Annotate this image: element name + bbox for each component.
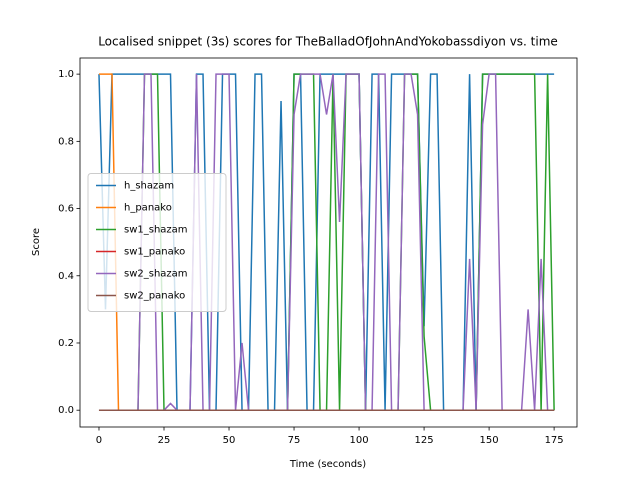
x-axis-label: Time (seconds) [289,459,366,470]
y-tick-label: 1.0 [58,69,74,80]
legend-label: sw1_shazam [124,225,188,236]
x-tick-label: 100 [350,435,369,446]
y-tick-label: 0.2 [58,338,74,349]
legend-box [87,173,227,312]
x-tick-label: 50 [223,435,236,446]
y-tick-label: 0.4 [58,271,74,282]
legend-label: h_panako [124,203,172,214]
legend-label: sw2_panako [124,291,185,302]
x-tick-label: 0 [96,435,102,446]
y-tick-label: 0.0 [58,405,74,416]
x-tick-label: 175 [545,435,564,446]
y-tick-label: 0.8 [58,136,74,147]
y-tick-label: 0.6 [58,204,74,215]
x-tick-label: 125 [415,435,434,446]
series-line [98,73,555,411]
x-tick-label: 150 [480,435,499,446]
y-axis-label: Score [31,228,42,256]
chart-title: Localised snippet (3s) scores for TheBal… [98,35,558,49]
plot-frame [79,57,578,428]
legend-label: sw1_panako [124,247,185,258]
legend-label: h_shazam [124,181,174,192]
x-tick-label: 25 [158,435,171,446]
x-tick-label: 75 [288,435,301,446]
legend-label: sw2_shazam [124,269,188,280]
